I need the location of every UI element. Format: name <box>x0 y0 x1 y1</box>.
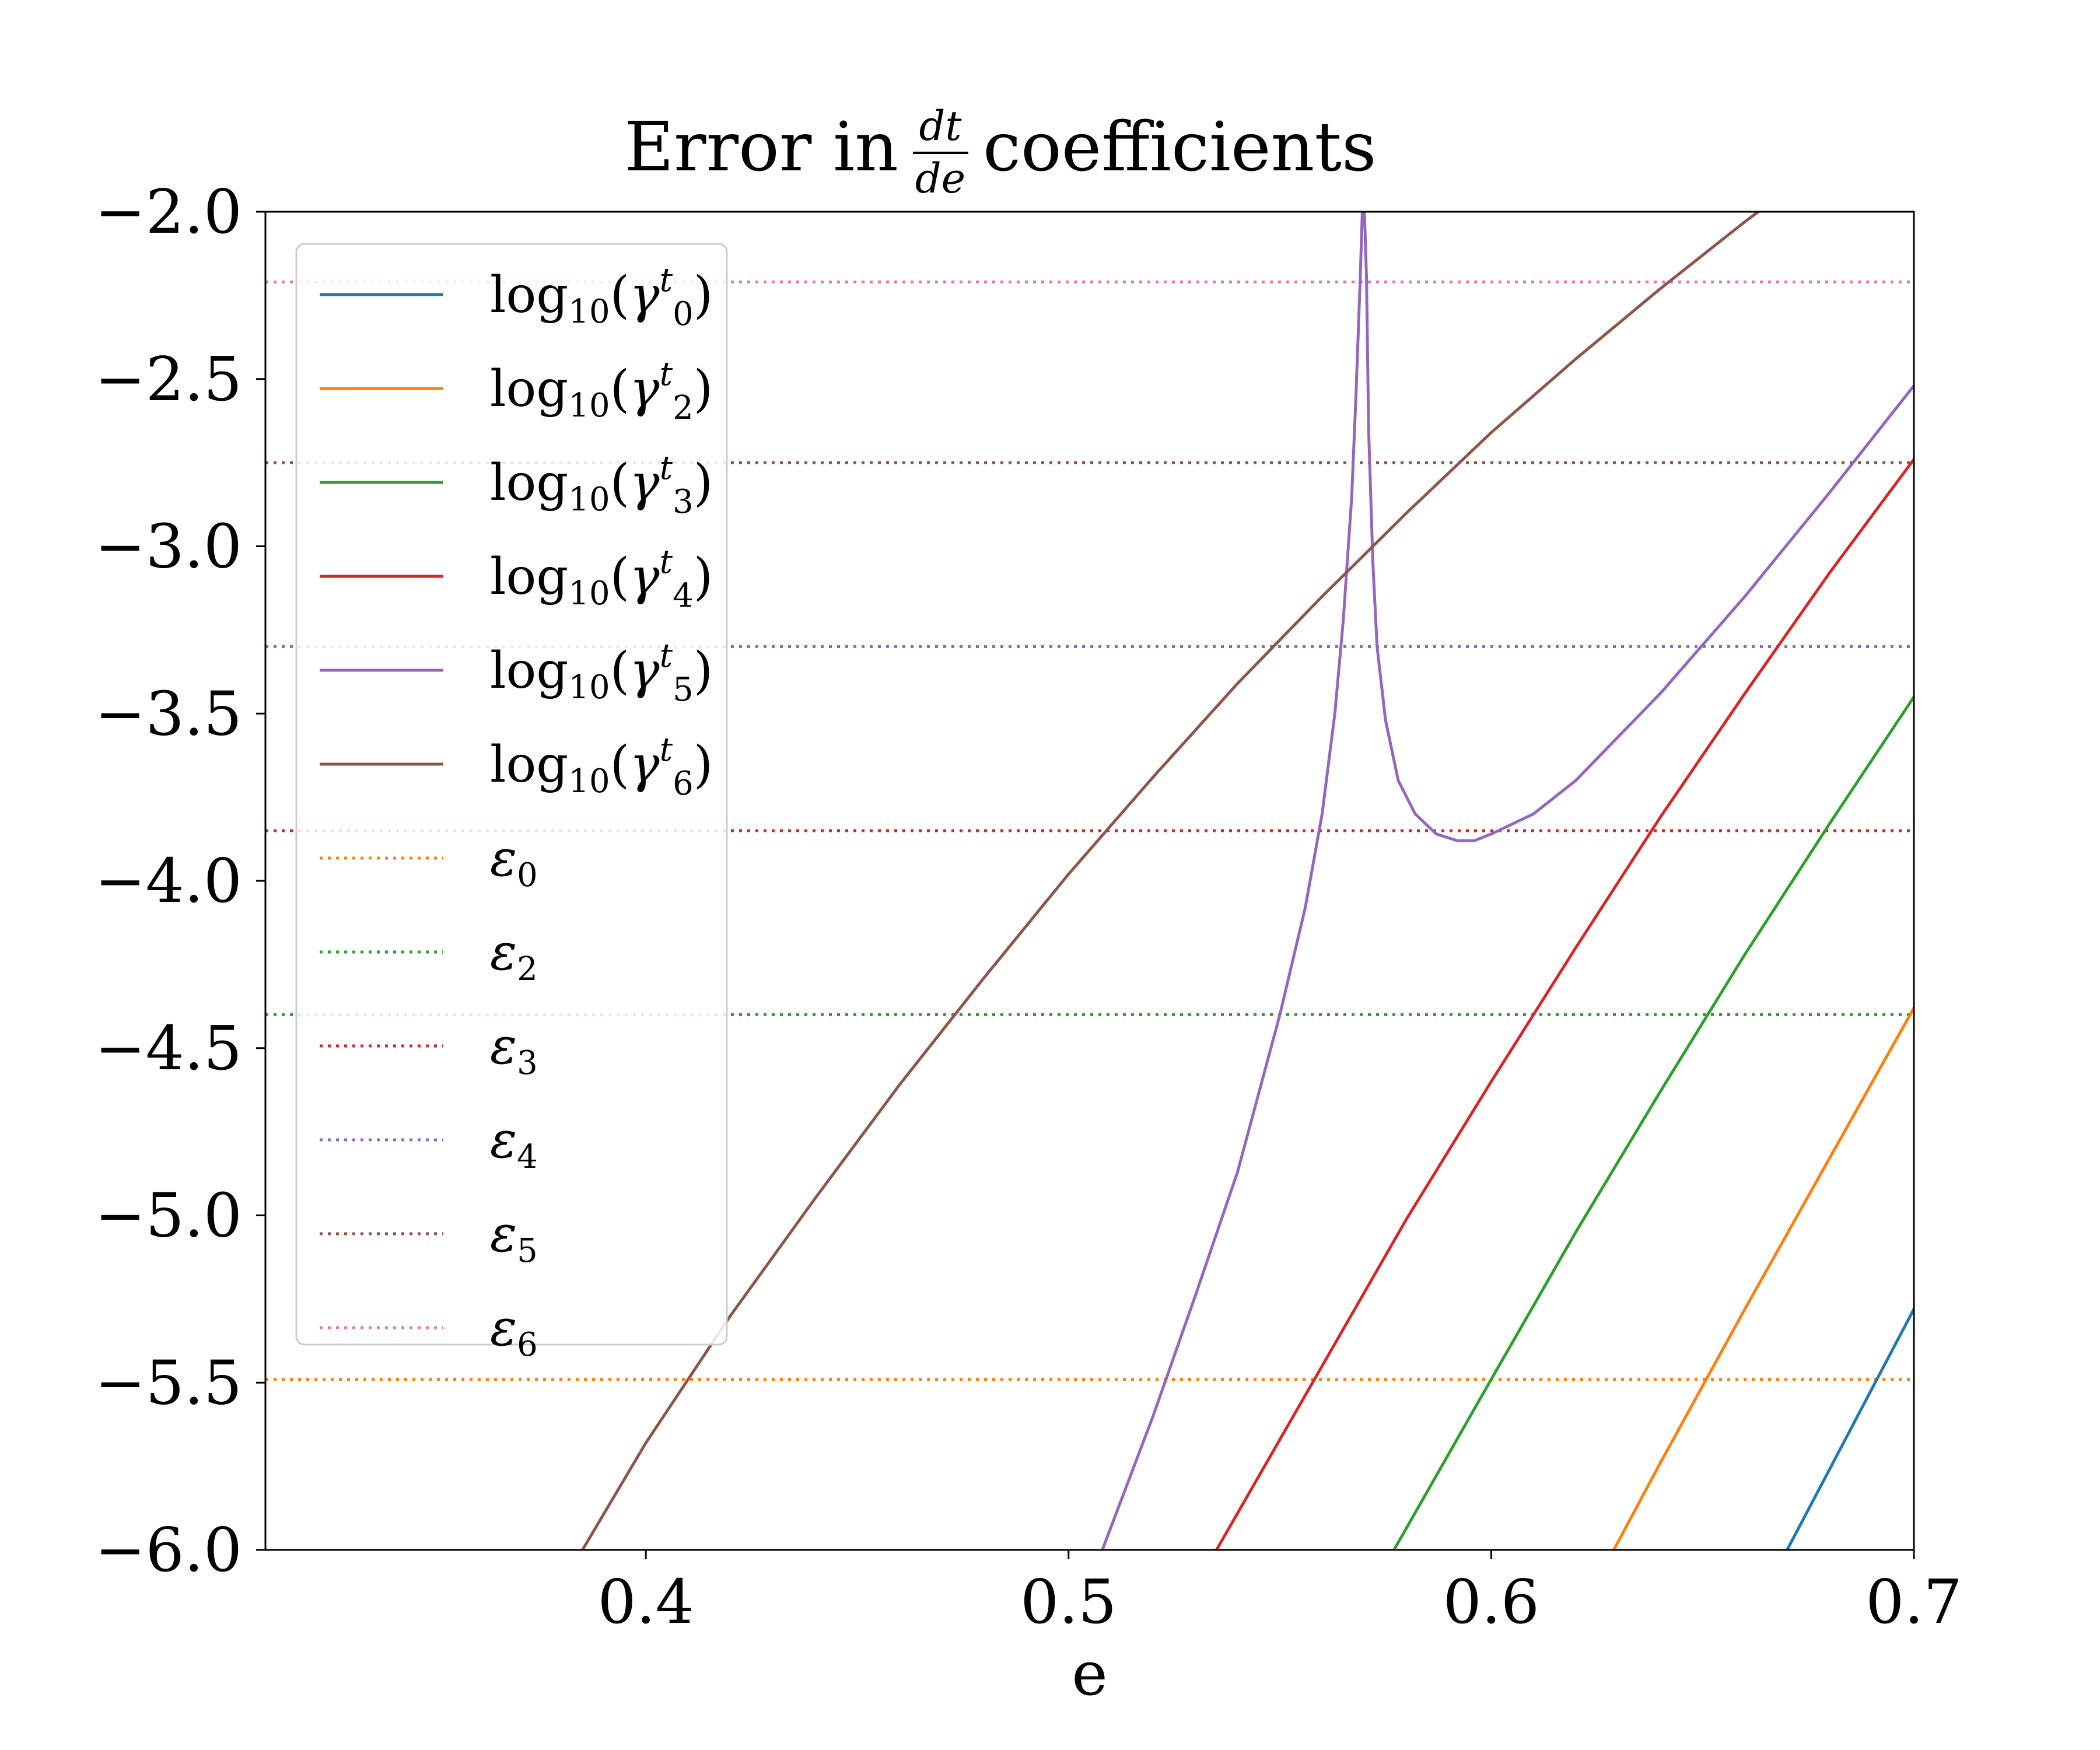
legend-label-part: log <box>490 360 568 418</box>
legend-label-part: log <box>490 642 568 700</box>
x-tick-label: 0.6 <box>1443 1566 1539 1637</box>
y-tick-label: −2.0 <box>94 176 242 247</box>
x-axis-label: e <box>1072 1638 1108 1709</box>
legend-items: log10(γt0) log10(γt2) log10(γt3) log10(γt4)… <box>320 261 713 1364</box>
title-fraction-numerator: dt <box>919 102 963 150</box>
legend-label-part: ε <box>490 1017 517 1076</box>
legend-label-part: 10 <box>568 575 610 612</box>
x-tick-label: 0.7 <box>1866 1566 1962 1637</box>
legend-label: log10(γt5) <box>490 637 713 709</box>
curve-series-2 <box>1392 695 1914 1550</box>
legend-label-part: γ <box>629 548 660 606</box>
legend-label: log10(γt0) <box>490 261 713 333</box>
curve-series-0 <box>1786 1307 1914 1550</box>
legend-item: log10(γt5) <box>320 637 713 709</box>
legend-label-part: t <box>660 261 673 299</box>
legend-label-part: γ <box>629 360 660 418</box>
x-tick-label: 0.5 <box>1020 1566 1116 1637</box>
legend-label: ε5 <box>490 1205 538 1270</box>
legend-item: ε0 <box>320 830 538 894</box>
legend-item: ε6 <box>320 1299 538 1364</box>
legend-label: ε4 <box>490 1111 538 1176</box>
legend-label-part: ε <box>490 1111 517 1170</box>
title-fraction-denominator: de <box>915 155 965 202</box>
curve-series-3 <box>1214 457 1914 1550</box>
legend-label-part: 10 <box>568 481 610 519</box>
legend-label: log10(γt3) <box>490 449 713 521</box>
x-axis: 0.4 0.5 0.6 0.7 <box>597 1550 1962 1637</box>
y-tick-label: −4.0 <box>94 845 242 916</box>
curve-series-5 <box>581 212 1761 1550</box>
legend-label-part: γ <box>629 736 660 794</box>
title-prefix: Error in <box>624 108 898 187</box>
title-suffix: coefficients <box>983 108 1377 187</box>
chart-title: Error in dt de coefficients <box>624 102 1376 202</box>
legend-label-part: 0 <box>517 856 538 894</box>
legend-label: log10(γt4) <box>490 543 713 615</box>
legend-label-part: 6 <box>517 1326 538 1364</box>
legend-label-part: γ <box>629 454 660 512</box>
legend-label-part: 4 <box>673 577 694 615</box>
y-tick-label: −4.5 <box>94 1013 242 1084</box>
legend-label: log10(γt2) <box>490 355 713 427</box>
legend-label-part: 10 <box>568 668 610 706</box>
x-tick-label: 0.4 <box>597 1566 694 1637</box>
legend-label: ε2 <box>490 923 538 988</box>
y-tick-label: −2.5 <box>94 344 242 415</box>
legend-label-part: t <box>660 449 673 487</box>
legend-label-part: γ <box>629 266 660 324</box>
legend-label-part: 6 <box>673 765 694 803</box>
legend-label-part: ε <box>490 830 517 888</box>
y-tick-label: −3.0 <box>94 511 242 582</box>
legend-label-part: 4 <box>517 1138 538 1176</box>
legend-item: log10(γt6) <box>320 731 713 803</box>
curve-series-4 <box>1101 212 1914 1550</box>
curve-series-1 <box>1612 1006 1914 1550</box>
y-tick-label: −3.5 <box>94 678 242 749</box>
legend: log10(γt0) log10(γt2) log10(γt3) log10(γt4)… <box>295 243 728 1364</box>
legend-label-part: 3 <box>673 483 694 521</box>
legend-label-part: log <box>490 548 568 606</box>
legend-label-part: log <box>490 454 568 512</box>
legend-label: log10(γt6) <box>490 731 713 803</box>
legend-label: ε6 <box>490 1299 538 1364</box>
y-tick-label: −6.0 <box>94 1514 242 1586</box>
legend-label-part: ε <box>490 1299 517 1357</box>
y-axis: −2.0 −2.5 −3.0 −3.5 −4.0 −4.5 −5.0 −5.5 −6.0 <box>94 176 265 1586</box>
threshold-lines <box>265 280 1914 1381</box>
legend-label: ε3 <box>490 1017 538 1082</box>
legend-box <box>295 243 728 1346</box>
legend-label-part: 2 <box>673 389 694 427</box>
legend-item: ε2 <box>320 923 538 988</box>
legend-label-part: ε <box>490 1205 517 1264</box>
legend-item: ε5 <box>320 1205 538 1270</box>
error-curves <box>581 212 1914 1550</box>
legend-item: log10(γt3) <box>320 449 713 521</box>
legend-item: log10(γt4) <box>320 543 713 615</box>
legend-label-part: 2 <box>517 950 538 988</box>
legend-label-part: log <box>490 266 568 324</box>
legend-label-part: ε <box>490 923 517 982</box>
legend-label-part: 5 <box>673 671 694 709</box>
legend-item: log10(γt0) <box>320 261 713 333</box>
legend-label-part: 10 <box>568 387 610 425</box>
legend-item: ε4 <box>320 1111 538 1176</box>
legend-item: ε3 <box>320 1017 538 1082</box>
legend-label: ε0 <box>490 830 538 894</box>
legend-label-part: 5 <box>517 1232 538 1270</box>
y-tick-label: −5.5 <box>94 1347 242 1418</box>
legend-label-part: 0 <box>673 295 694 333</box>
legend-label-part: t <box>660 543 673 581</box>
legend-label-part: 3 <box>517 1044 538 1082</box>
legend-label-part: t <box>660 355 673 393</box>
legend-label-part: γ <box>629 642 660 700</box>
legend-label-part: 10 <box>568 762 610 800</box>
legend-label-part: log <box>490 736 568 794</box>
legend-item: log10(γt2) <box>320 355 713 427</box>
legend-label-part: 10 <box>568 293 610 331</box>
y-tick-label: −5.0 <box>94 1180 242 1251</box>
legend-label-part: t <box>660 637 673 675</box>
legend-label-part: t <box>660 731 673 769</box>
